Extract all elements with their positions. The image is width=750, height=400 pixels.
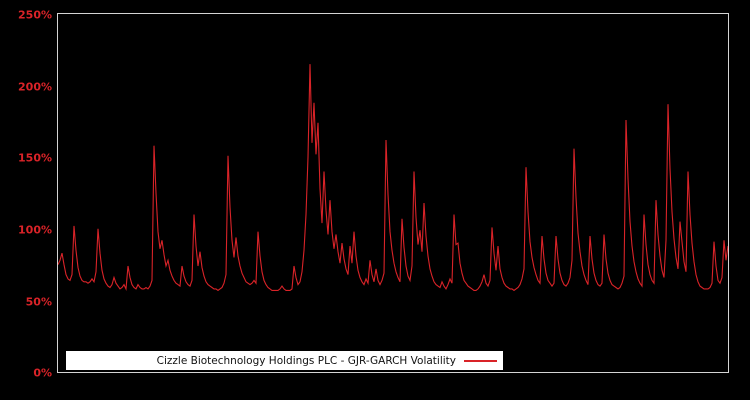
legend-label: Cizzle Biotechnology Holdings PLC - GJR-… bbox=[156, 354, 456, 367]
plot-area: Cizzle Biotechnology Holdings PLC - GJR-… bbox=[57, 13, 729, 373]
y-axis-tick-100: 100% bbox=[18, 223, 52, 237]
volatility-line bbox=[58, 64, 728, 292]
y-axis-tick-0: 0% bbox=[33, 366, 52, 380]
y-axis-tick-50: 50% bbox=[25, 295, 52, 309]
y-axis-tick-250: 250% bbox=[18, 8, 52, 22]
volatility-chart-svg bbox=[58, 64, 728, 292]
legend-line-sample-icon bbox=[464, 359, 497, 362]
legend: Cizzle Biotechnology Holdings PLC - GJR-… bbox=[66, 351, 503, 370]
y-axis-tick-150: 150% bbox=[18, 151, 52, 165]
y-axis-tick-200: 200% bbox=[18, 80, 52, 94]
